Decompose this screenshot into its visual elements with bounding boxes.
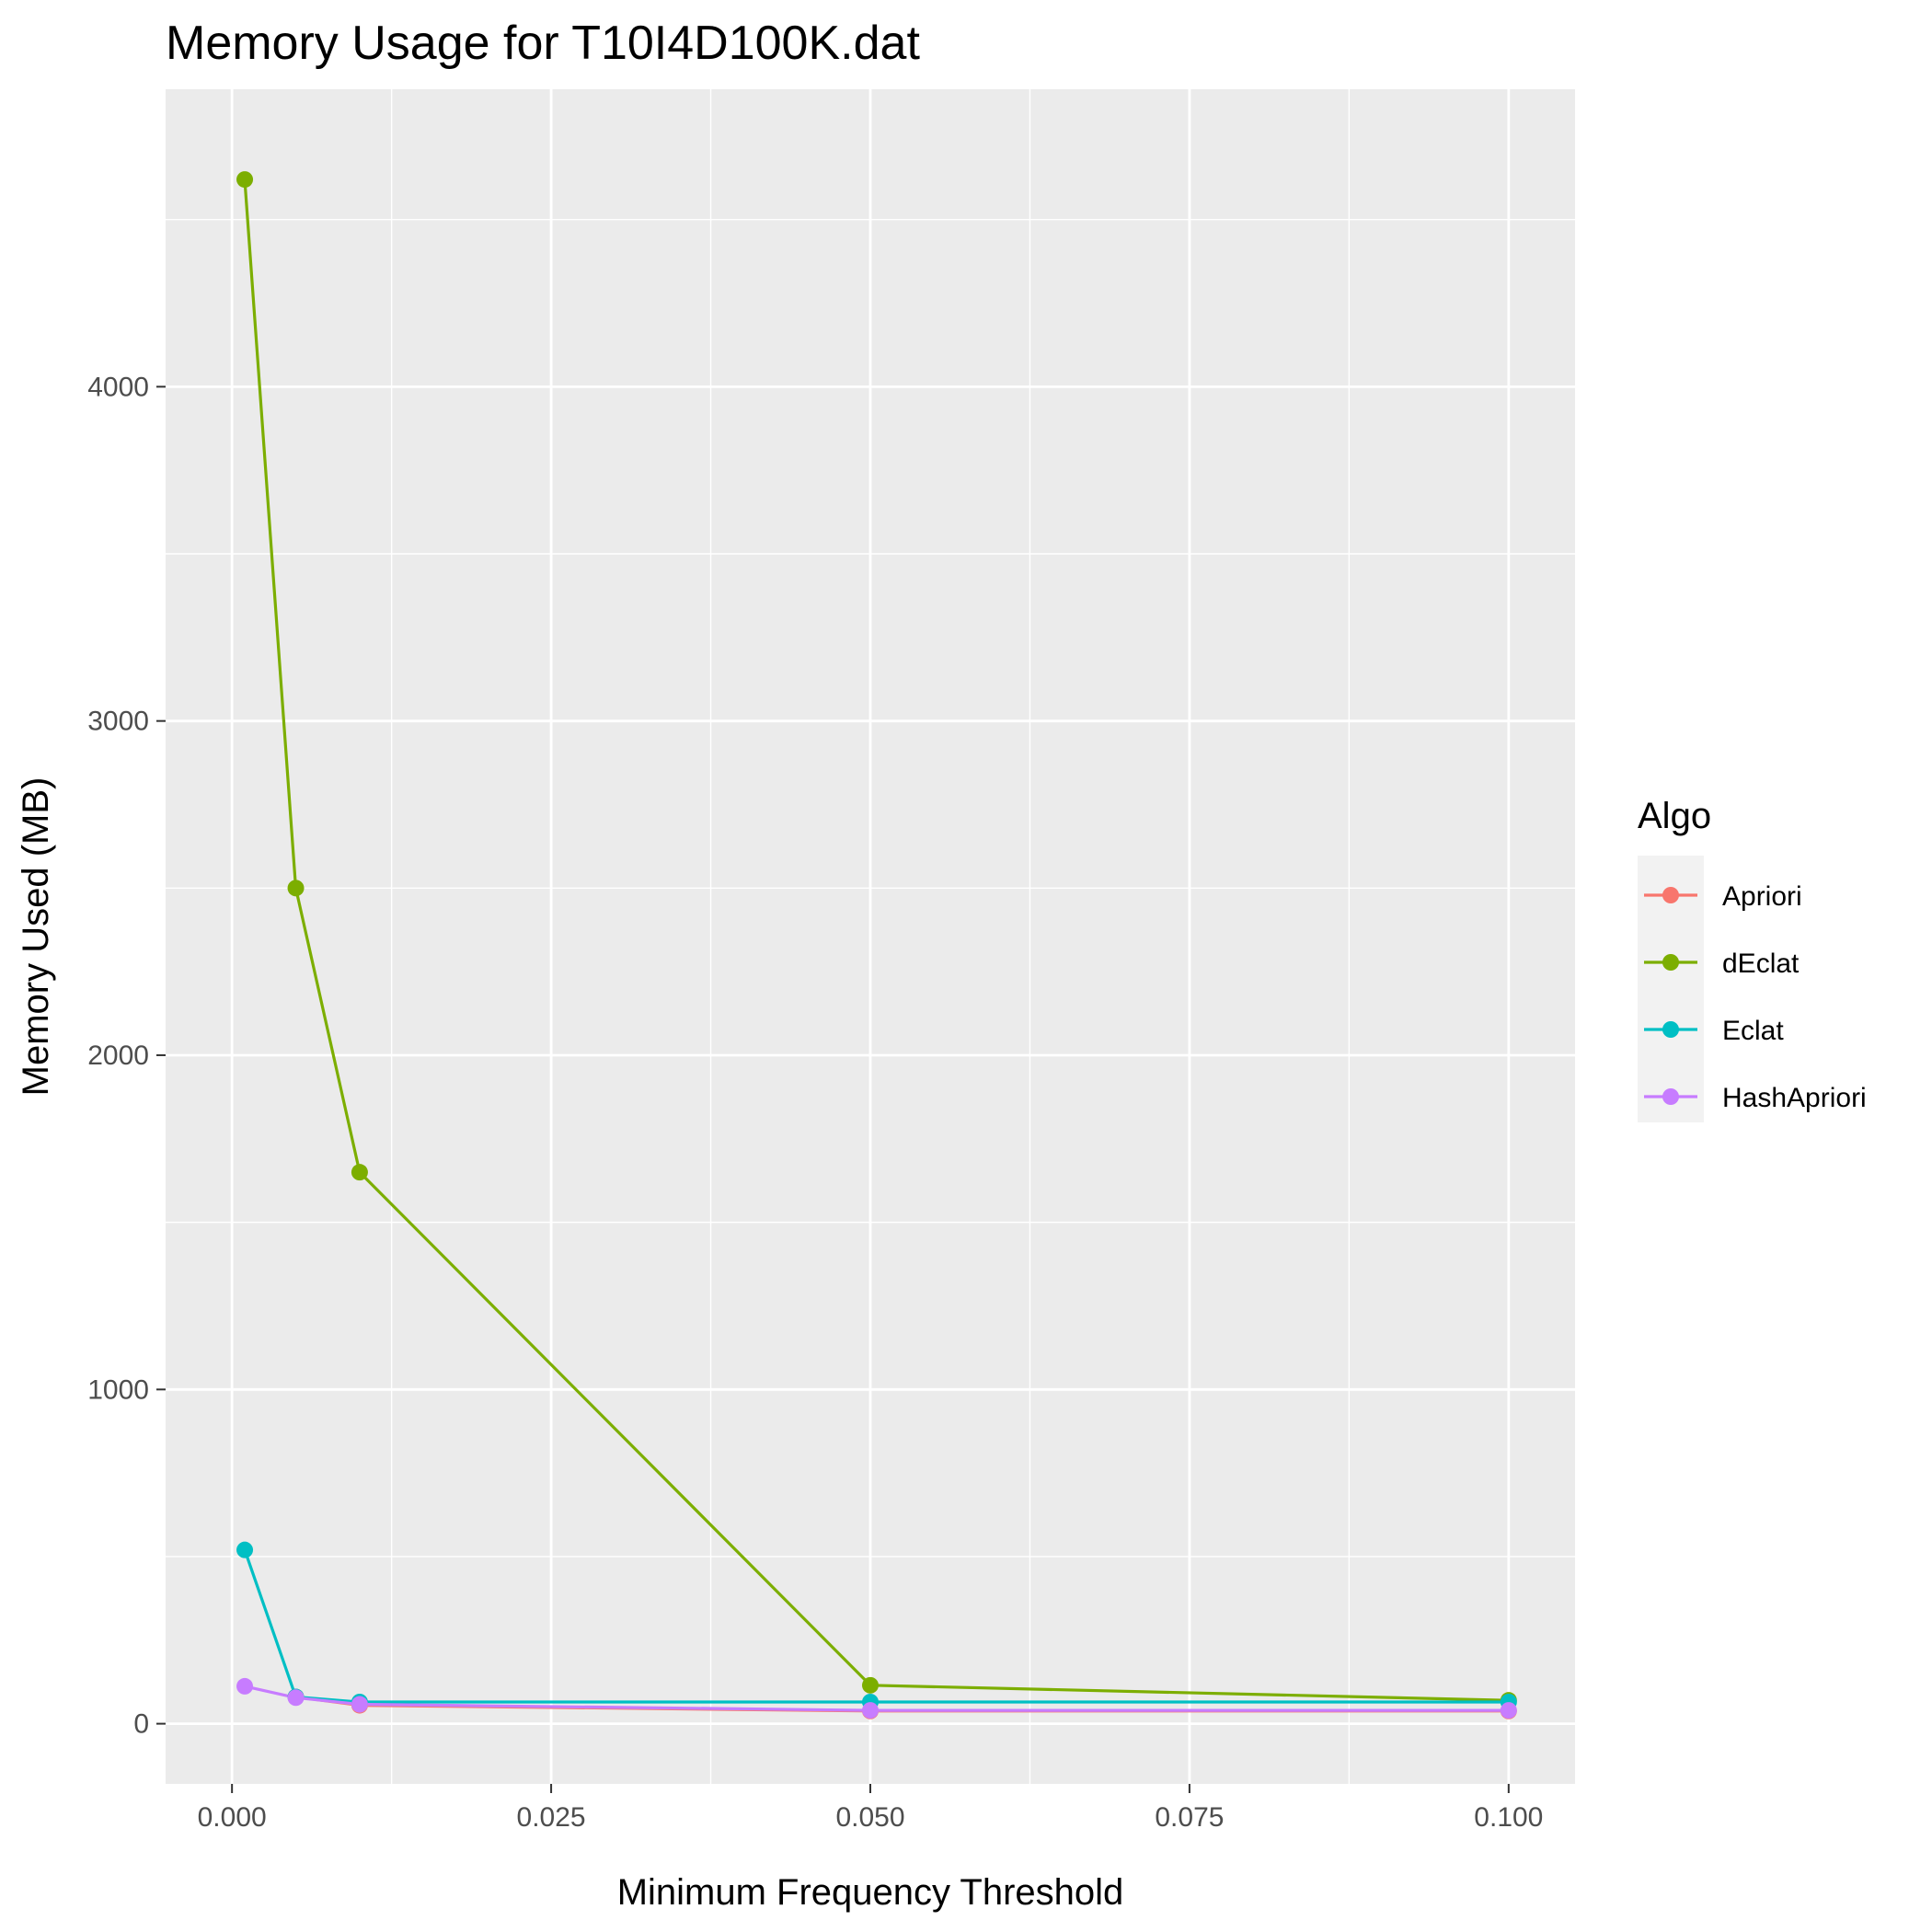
data-point-hashapriori [287,1689,305,1707]
x-axis-title: Minimum Frequency Threshold [617,1872,1124,1913]
x-tick-label: 0.050 [835,1802,904,1833]
data-point-hashapriori [236,1677,254,1695]
legend-label-hashapriori: HashApriori [1722,1083,1867,1113]
legend-label-apriori: Apriori [1722,881,1802,912]
data-point-declat [236,171,254,189]
legend-label-eclat: Eclat [1722,1016,1784,1046]
data-point-eclat [236,1541,254,1558]
data-point-declat [287,880,305,897]
chart-title: Memory Usage for T10I4D100K.dat [166,17,920,70]
legend-key-point-apriori [1662,887,1679,903]
x-tick-label: 0.100 [1474,1802,1543,1833]
y-tick-label: 2000 [87,1041,149,1071]
x-tick-label: 0.075 [1155,1802,1224,1833]
legend-items: Apriori dEclat Eclat HashApriori [1644,881,1867,1113]
data-point-declat [351,1164,368,1181]
data-point-hashapriori [862,1702,879,1719]
y-axis-ticks: 0 1000 2000 3000 4000 [87,372,166,1740]
data-point-hashapriori [351,1696,368,1713]
legend-key-point-declat [1662,954,1679,971]
data-point-declat [862,1676,879,1694]
y-tick-label: 0 [133,1709,149,1740]
x-tick-label: 0.000 [198,1802,267,1833]
legend: Algo Apriori dEclat Eclat HashApriori [1638,796,1867,1122]
legend-key-point-hashapriori [1662,1088,1679,1105]
series-points [236,171,1517,1719]
y-tick-label: 4000 [87,372,149,402]
legend-title: Algo [1638,796,1711,836]
data-point-hashapriori [1500,1702,1517,1719]
x-axis-ticks: 0.000 0.025 0.050 0.075 0.100 [198,1784,1543,1833]
y-tick-label: 3000 [87,707,149,737]
y-tick-label: 1000 [87,1374,149,1405]
y-axis-title: Memory Used (MB) [16,777,56,1097]
major-gridlines [166,89,1575,1784]
legend-label-declat: dEclat [1722,949,1800,979]
x-tick-label: 0.025 [517,1802,586,1833]
legend-key-point-eclat [1662,1021,1679,1038]
